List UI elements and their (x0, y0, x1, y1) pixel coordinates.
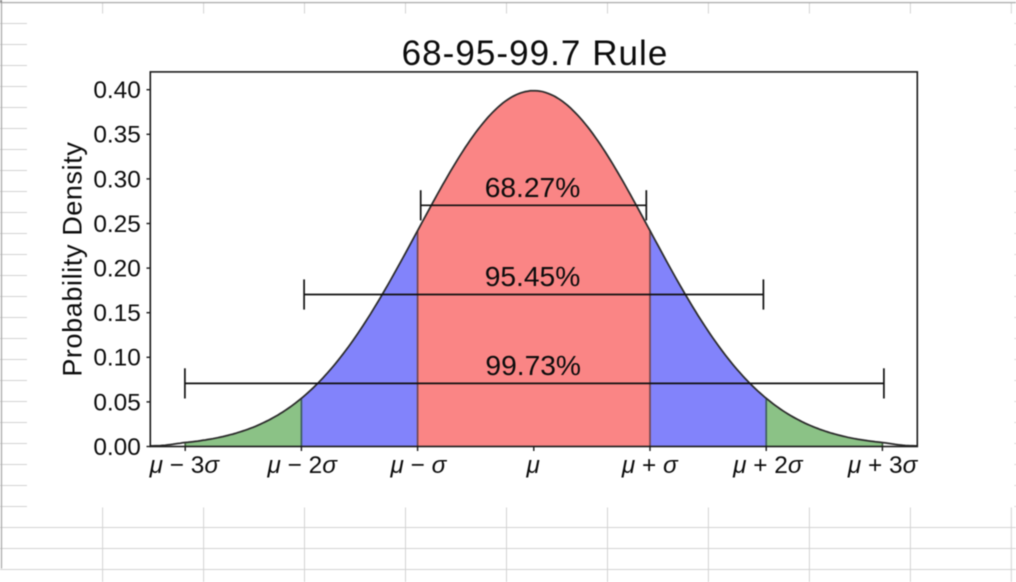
svg-text:Probability Density: Probability Density (57, 142, 87, 377)
svg-text:0.05: 0.05 (93, 389, 140, 416)
svg-text:68-95-99.7 Rule: 68-95-99.7 Rule (402, 34, 669, 73)
svg-text:95.45%: 95.45% (485, 260, 581, 292)
svg-text:μ + 2σ: μ + 2σ (732, 452, 804, 479)
svg-text:99.73%: 99.73% (485, 349, 581, 381)
svg-text:0.25: 0.25 (93, 211, 140, 238)
svg-text:μ: μ (526, 452, 540, 479)
svg-text:0.10: 0.10 (93, 345, 140, 372)
svg-text:0.30: 0.30 (93, 166, 140, 193)
svg-text:0.35: 0.35 (93, 122, 140, 149)
svg-text:μ − 2σ: μ − 2σ (266, 452, 338, 479)
svg-text:0.00: 0.00 (93, 434, 140, 461)
svg-text:0.20: 0.20 (93, 256, 140, 283)
svg-text:μ − σ: μ − σ (389, 452, 447, 479)
svg-text:μ + σ: μ + σ (621, 452, 679, 479)
svg-text:68.27%: 68.27% (485, 171, 581, 203)
svg-text:μ + 3σ: μ + 3σ (847, 452, 919, 479)
svg-text:0.40: 0.40 (93, 77, 140, 104)
svg-text:0.15: 0.15 (93, 300, 140, 327)
svg-text:μ − 3σ: μ − 3σ (149, 452, 221, 479)
